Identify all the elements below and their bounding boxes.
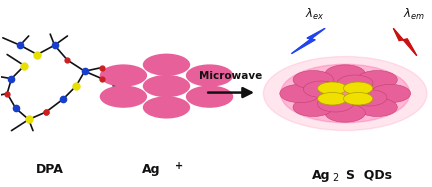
- Ellipse shape: [100, 64, 147, 87]
- Ellipse shape: [143, 54, 190, 76]
- Ellipse shape: [293, 70, 334, 89]
- Ellipse shape: [325, 65, 365, 83]
- Ellipse shape: [303, 81, 339, 97]
- Ellipse shape: [370, 84, 410, 103]
- Text: DPA: DPA: [36, 163, 64, 176]
- Polygon shape: [292, 28, 325, 54]
- Text: Ag: Ag: [312, 169, 331, 182]
- Ellipse shape: [143, 75, 190, 97]
- Ellipse shape: [357, 70, 397, 89]
- Ellipse shape: [281, 64, 410, 123]
- Text: $\lambda_{ex}$: $\lambda_{ex}$: [305, 7, 325, 22]
- Ellipse shape: [325, 104, 365, 122]
- Ellipse shape: [293, 98, 334, 117]
- Ellipse shape: [343, 82, 373, 95]
- Ellipse shape: [295, 71, 395, 116]
- Text: S  QDs: S QDs: [346, 169, 392, 182]
- Ellipse shape: [351, 90, 387, 106]
- Ellipse shape: [186, 85, 233, 108]
- Ellipse shape: [280, 84, 320, 103]
- Ellipse shape: [318, 82, 347, 95]
- Ellipse shape: [343, 92, 373, 105]
- Ellipse shape: [357, 98, 397, 117]
- Ellipse shape: [318, 96, 353, 112]
- Text: +: +: [175, 161, 184, 171]
- Ellipse shape: [264, 56, 427, 131]
- Text: Microwave: Microwave: [200, 71, 263, 81]
- Polygon shape: [394, 28, 417, 56]
- Ellipse shape: [143, 96, 190, 119]
- Ellipse shape: [337, 75, 373, 91]
- Ellipse shape: [100, 85, 147, 108]
- Ellipse shape: [186, 64, 233, 87]
- Text: Ag: Ag: [142, 163, 160, 176]
- Text: +: +: [110, 76, 128, 96]
- Text: 2: 2: [333, 173, 339, 183]
- Text: $\lambda_{em}$: $\lambda_{em}$: [403, 7, 425, 22]
- Ellipse shape: [318, 92, 347, 105]
